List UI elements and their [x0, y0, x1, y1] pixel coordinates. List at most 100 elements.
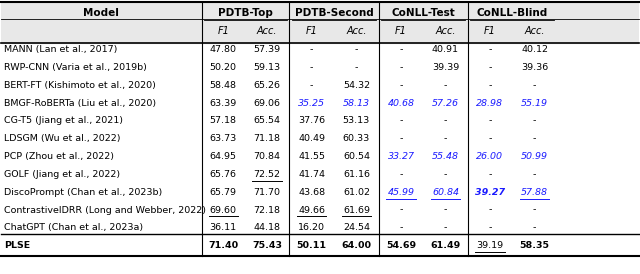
Text: 54.69: 54.69: [386, 241, 416, 250]
Text: 57.39: 57.39: [253, 45, 280, 54]
Text: 37.76: 37.76: [298, 116, 325, 125]
Text: 54.32: 54.32: [343, 81, 370, 90]
Text: 65.76: 65.76: [210, 170, 237, 179]
Text: RWP-CNN (Varia et al., 2019b): RWP-CNN (Varia et al., 2019b): [4, 63, 147, 72]
Text: 72.52: 72.52: [253, 170, 280, 179]
Text: 69.60: 69.60: [210, 206, 237, 215]
Text: 71.70: 71.70: [253, 188, 280, 197]
Text: 64.00: 64.00: [341, 241, 371, 250]
Text: 69.06: 69.06: [253, 99, 280, 108]
Text: PCP (Zhou et al., 2022): PCP (Zhou et al., 2022): [4, 152, 114, 161]
Text: 24.54: 24.54: [343, 223, 370, 232]
Text: -: -: [488, 45, 492, 54]
Text: MANN (Lan et al., 2017): MANN (Lan et al., 2017): [4, 45, 117, 54]
Text: 28.98: 28.98: [476, 99, 504, 108]
Text: LDSGM (Wu et al., 2022): LDSGM (Wu et al., 2022): [4, 134, 120, 143]
Text: 50.11: 50.11: [297, 241, 326, 250]
Text: 41.74: 41.74: [298, 170, 325, 179]
Text: -: -: [399, 170, 403, 179]
Text: 26.00: 26.00: [476, 152, 504, 161]
Text: 61.02: 61.02: [343, 188, 370, 197]
Text: 39.36: 39.36: [521, 63, 548, 72]
Text: -: -: [355, 45, 358, 54]
Text: 71.40: 71.40: [208, 241, 238, 250]
Text: ContrastiveIDRR (Long and Webber, 2022): ContrastiveIDRR (Long and Webber, 2022): [4, 206, 206, 215]
Text: -: -: [533, 223, 536, 232]
Text: 59.13: 59.13: [253, 63, 280, 72]
Text: -: -: [488, 63, 492, 72]
Text: Acc.: Acc.: [435, 26, 456, 36]
Text: 43.68: 43.68: [298, 188, 325, 197]
Text: 60.84: 60.84: [432, 188, 459, 197]
Text: CoNLL-Test: CoNLL-Test: [391, 8, 455, 18]
Text: -: -: [399, 81, 403, 90]
Text: 75.43: 75.43: [252, 241, 282, 250]
Text: 65.54: 65.54: [253, 116, 280, 125]
Text: -: -: [533, 81, 536, 90]
Text: PDTB-Top: PDTB-Top: [218, 8, 273, 18]
Text: -: -: [399, 134, 403, 143]
Text: -: -: [533, 116, 536, 125]
Text: -: -: [444, 223, 447, 232]
Text: Acc.: Acc.: [257, 26, 277, 36]
Text: F1: F1: [306, 26, 317, 36]
Text: 71.18: 71.18: [253, 134, 280, 143]
Text: -: -: [399, 45, 403, 54]
Text: 40.91: 40.91: [432, 45, 459, 54]
Text: 63.73: 63.73: [210, 134, 237, 143]
Text: 58.13: 58.13: [343, 99, 370, 108]
Text: 57.88: 57.88: [521, 188, 548, 197]
Text: -: -: [444, 206, 447, 215]
Text: 40.68: 40.68: [388, 99, 415, 108]
Text: -: -: [488, 170, 492, 179]
Text: BMGF-RoBERTa (Liu et al., 2020): BMGF-RoBERTa (Liu et al., 2020): [4, 99, 156, 108]
Text: 40.49: 40.49: [298, 134, 325, 143]
Text: 72.18: 72.18: [253, 206, 280, 215]
Text: 55.19: 55.19: [521, 99, 548, 108]
Text: 63.39: 63.39: [210, 99, 237, 108]
Text: BERT-FT (Kishimoto et al., 2020): BERT-FT (Kishimoto et al., 2020): [4, 81, 156, 90]
Text: 65.26: 65.26: [253, 81, 280, 90]
Text: 40.12: 40.12: [521, 45, 548, 54]
Text: -: -: [355, 63, 358, 72]
Text: -: -: [399, 223, 403, 232]
Text: GOLF (Jiang et al., 2022): GOLF (Jiang et al., 2022): [4, 170, 120, 179]
Text: 70.84: 70.84: [253, 152, 280, 161]
Text: F1: F1: [484, 26, 496, 36]
Text: 58.48: 58.48: [210, 81, 237, 90]
Text: -: -: [488, 116, 492, 125]
Text: CoNLL-Blind: CoNLL-Blind: [477, 8, 548, 18]
Text: -: -: [488, 206, 492, 215]
Text: Acc.: Acc.: [346, 26, 367, 36]
Text: -: -: [488, 134, 492, 143]
Text: -: -: [533, 206, 536, 215]
Text: DiscoPrompt (Chan et al., 2023b): DiscoPrompt (Chan et al., 2023b): [4, 188, 162, 197]
Text: -: -: [488, 223, 492, 232]
Text: -: -: [444, 116, 447, 125]
Text: 64.95: 64.95: [210, 152, 237, 161]
Text: 47.80: 47.80: [210, 45, 237, 54]
Text: 44.18: 44.18: [253, 223, 280, 232]
Text: 39.27: 39.27: [475, 188, 505, 197]
Text: -: -: [399, 63, 403, 72]
Text: 61.16: 61.16: [343, 170, 370, 179]
Text: 61.69: 61.69: [343, 206, 370, 215]
Text: 39.19: 39.19: [476, 241, 504, 250]
Text: 33.27: 33.27: [388, 152, 415, 161]
Text: 60.54: 60.54: [343, 152, 370, 161]
Text: 49.66: 49.66: [298, 206, 325, 215]
Text: 65.79: 65.79: [210, 188, 237, 197]
Text: PDTB-Second: PDTB-Second: [294, 8, 373, 18]
Text: 36.11: 36.11: [210, 223, 237, 232]
Text: 60.33: 60.33: [343, 134, 370, 143]
Text: 53.13: 53.13: [343, 116, 370, 125]
Text: 50.99: 50.99: [521, 152, 548, 161]
Text: 55.48: 55.48: [432, 152, 459, 161]
Text: -: -: [310, 63, 314, 72]
Text: 57.18: 57.18: [210, 116, 237, 125]
Text: -: -: [444, 81, 447, 90]
Text: F1: F1: [218, 26, 229, 36]
Text: PLSE: PLSE: [4, 241, 30, 250]
Bar: [1, 2, 639, 42]
Text: Acc.: Acc.: [524, 26, 545, 36]
